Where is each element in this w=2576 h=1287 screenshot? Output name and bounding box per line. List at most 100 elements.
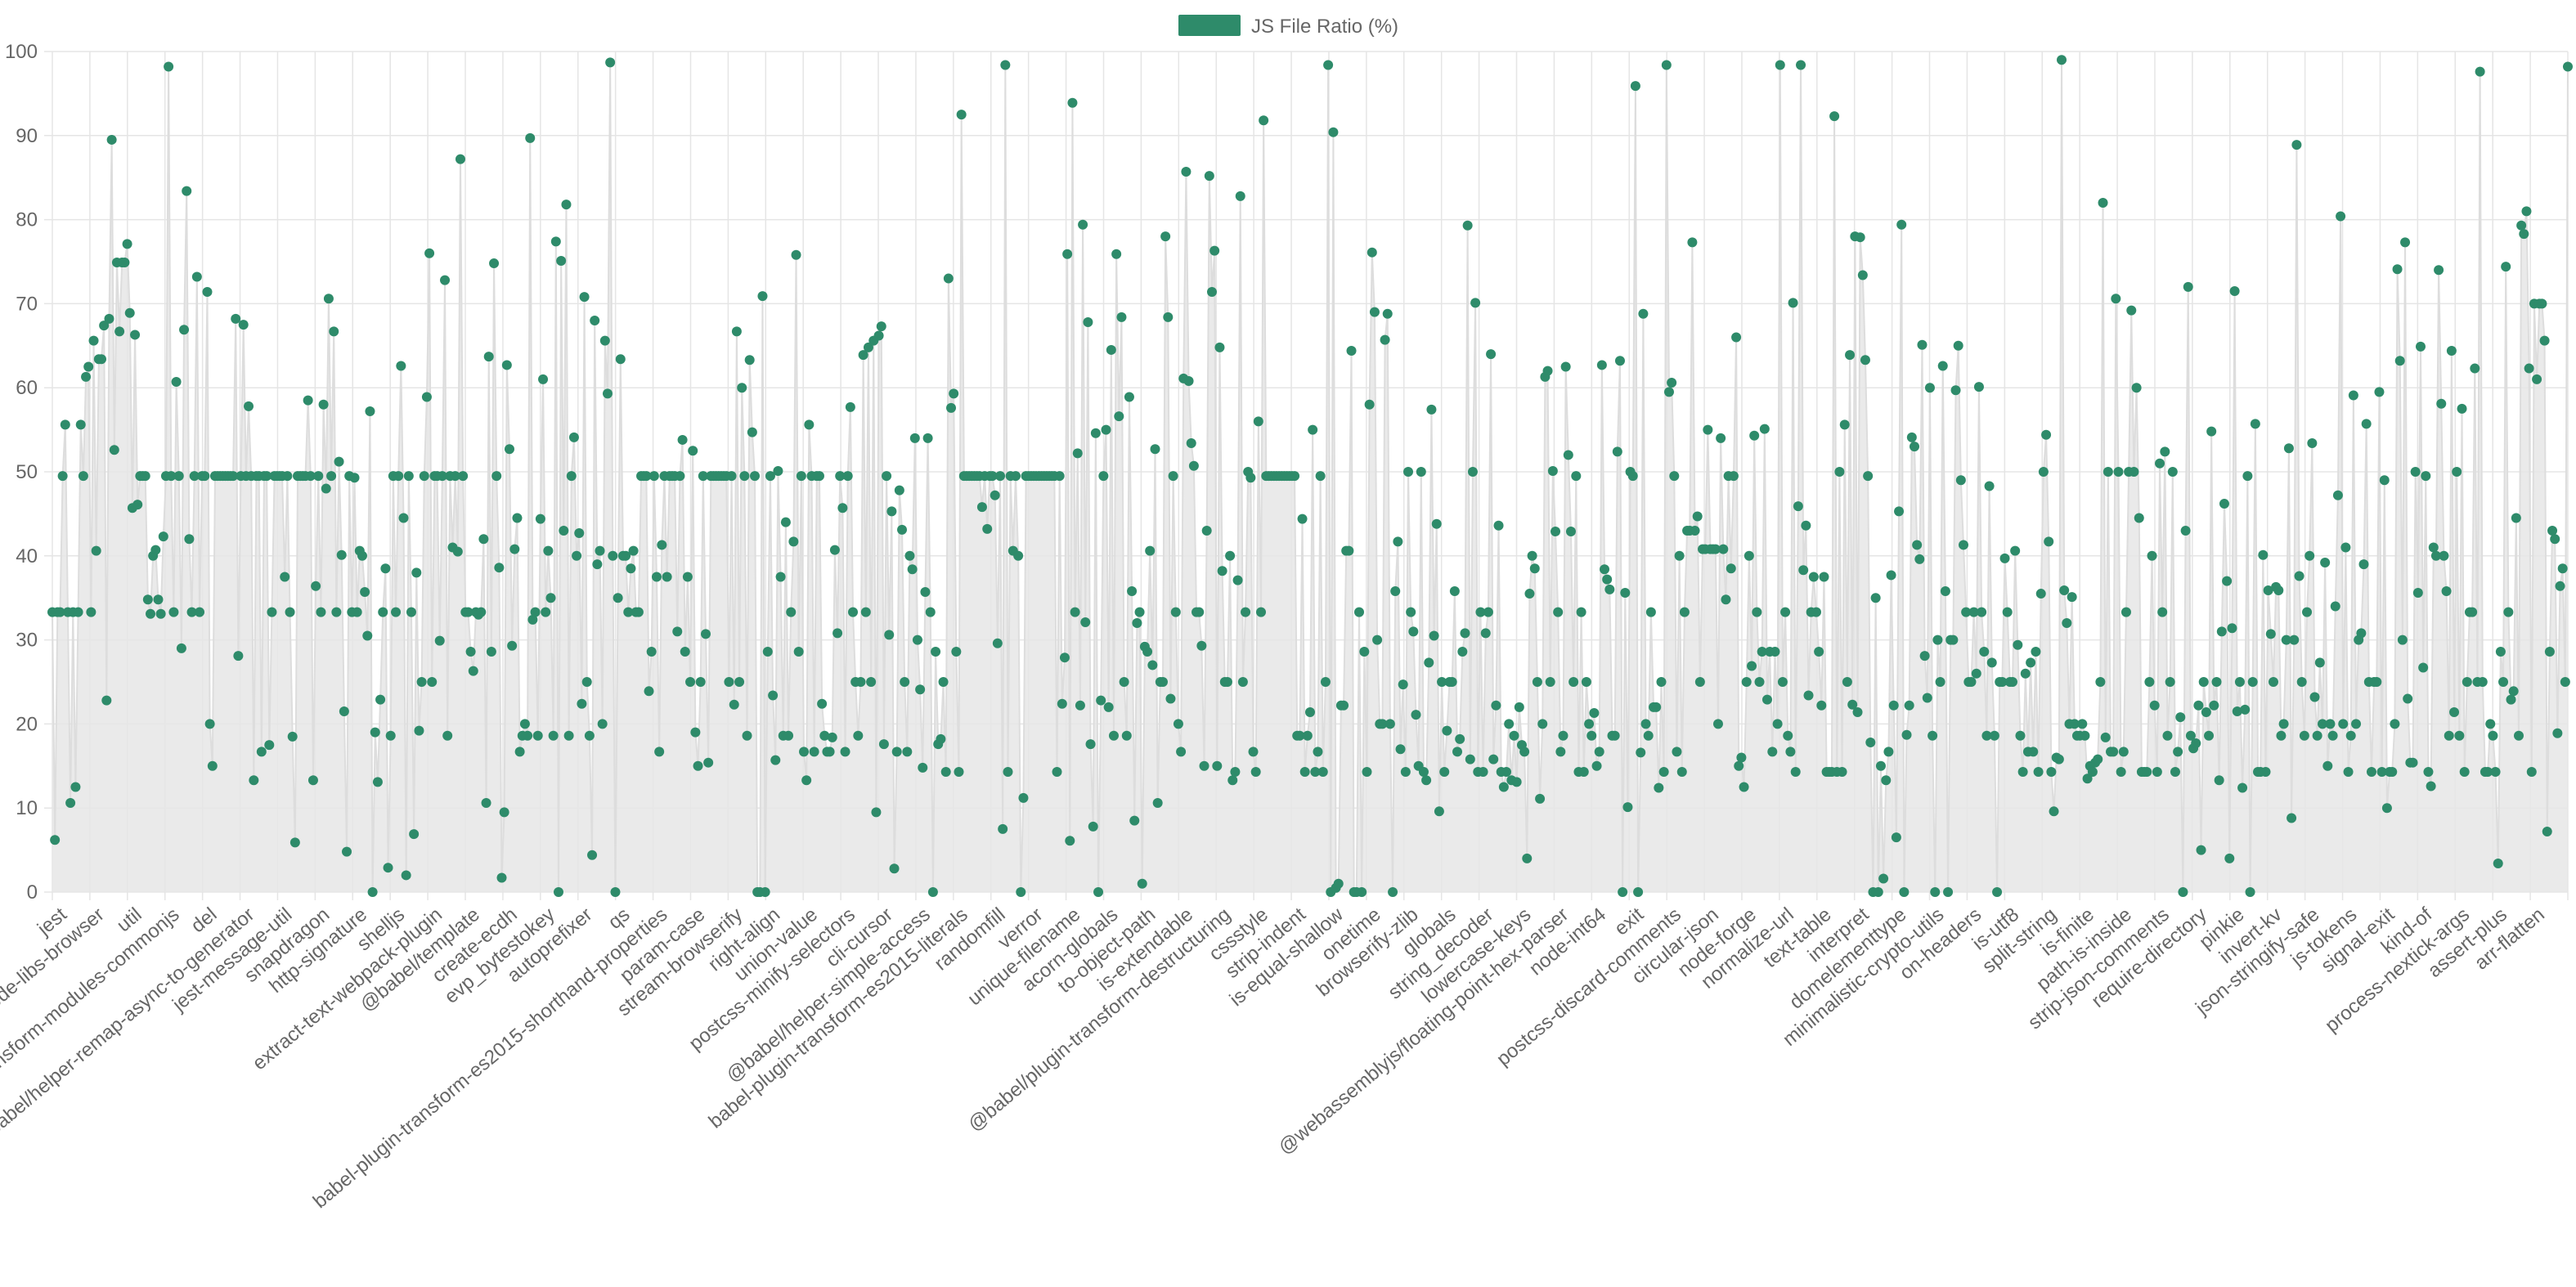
data-point[interactable]	[1633, 887, 1644, 897]
data-point[interactable]	[378, 607, 388, 617]
data-point[interactable]	[1638, 308, 1649, 319]
legend-swatch[interactable]	[1178, 15, 1241, 36]
data-point[interactable]	[873, 330, 884, 341]
data-point[interactable]	[305, 471, 316, 482]
data-point[interactable]	[1206, 287, 1217, 298]
data-point[interactable]	[853, 730, 864, 741]
data-point[interactable]	[372, 777, 383, 787]
data-point[interactable]	[514, 747, 525, 757]
data-point[interactable]	[1654, 783, 1664, 793]
data-point[interactable]	[489, 258, 500, 269]
data-point[interactable]	[579, 292, 590, 303]
data-point[interactable]	[1235, 191, 1245, 201]
data-point[interactable]	[427, 677, 438, 687]
data-point[interactable]	[86, 607, 96, 617]
data-point[interactable]	[455, 154, 465, 164]
data-point[interactable]	[2314, 657, 2325, 668]
data-point[interactable]	[1299, 767, 1310, 777]
data-point[interactable]	[1966, 677, 1977, 687]
data-point[interactable]	[2503, 607, 2514, 617]
data-point[interactable]	[1726, 563, 1736, 574]
data-point[interactable]	[835, 471, 846, 482]
data-point[interactable]	[1344, 545, 1354, 556]
data-point[interactable]	[2134, 513, 2144, 523]
data-point[interactable]	[1788, 298, 1798, 308]
data-point[interactable]	[990, 490, 1000, 500]
data-point[interactable]	[615, 354, 626, 365]
data-point[interactable]	[1333, 878, 1344, 889]
data-point[interactable]	[1457, 646, 1468, 657]
data-point[interactable]	[2547, 525, 2558, 536]
data-point[interactable]	[2287, 813, 2297, 823]
data-point[interactable]	[1362, 767, 1372, 777]
data-point[interactable]	[2320, 558, 2331, 568]
data-point[interactable]	[1930, 887, 1941, 897]
data-point[interactable]	[2483, 767, 2493, 777]
data-point[interactable]	[336, 549, 347, 560]
data-point[interactable]	[773, 465, 783, 476]
data-point[interactable]	[1421, 775, 1432, 786]
data-point[interactable]	[2477, 677, 2488, 687]
data-point[interactable]	[1317, 767, 1328, 777]
data-point[interactable]	[1676, 767, 1687, 777]
data-point[interactable]	[1716, 433, 1726, 443]
data-point[interactable]	[995, 471, 1006, 482]
data-point[interactable]	[1527, 550, 1537, 561]
data-point[interactable]	[2426, 781, 2436, 791]
data-point[interactable]	[231, 313, 241, 324]
data-point[interactable]	[842, 471, 853, 482]
data-point[interactable]	[365, 406, 375, 416]
data-point[interactable]	[1973, 382, 1984, 392]
data-point[interactable]	[701, 629, 711, 639]
data-point[interactable]	[2312, 730, 2322, 741]
data-point[interactable]	[1627, 471, 1638, 482]
data-point[interactable]	[1950, 385, 1961, 396]
data-point[interactable]	[357, 550, 367, 561]
data-point[interactable]	[1992, 887, 2003, 897]
data-point[interactable]	[1796, 60, 1806, 70]
data-point[interactable]	[1297, 513, 1308, 524]
data-point[interactable]	[1860, 355, 1870, 365]
data-point[interactable]	[734, 677, 745, 687]
data-point[interactable]	[2265, 629, 2276, 639]
data-point[interactable]	[57, 471, 68, 482]
data-point[interactable]	[1578, 767, 1589, 777]
data-point[interactable]	[2356, 628, 2367, 639]
data-point[interactable]	[2521, 206, 2532, 217]
data-point[interactable]	[827, 732, 837, 742]
data-point[interactable]	[845, 401, 855, 412]
data-point[interactable]	[1667, 378, 1677, 388]
data-point[interactable]	[1431, 518, 1442, 529]
data-point[interactable]	[680, 646, 690, 657]
data-point[interactable]	[1098, 471, 1109, 482]
data-point[interactable]	[2046, 767, 2057, 777]
data-point[interactable]	[1486, 349, 1497, 360]
data-point[interactable]	[2103, 467, 2113, 477]
data-point[interactable]	[1194, 607, 1205, 617]
data-point[interactable]	[119, 258, 130, 268]
data-point[interactable]	[1212, 760, 1223, 771]
data-point[interactable]	[2361, 419, 2372, 429]
data-point[interactable]	[2067, 592, 2077, 603]
data-point[interactable]	[1780, 607, 1791, 617]
data-point[interactable]	[1917, 339, 1928, 350]
data-point[interactable]	[1157, 677, 1168, 687]
data-point[interactable]	[1710, 544, 1721, 554]
data-point[interactable]	[1814, 646, 1824, 657]
data-point[interactable]	[677, 434, 688, 445]
data-point[interactable]	[760, 887, 770, 897]
data-point[interactable]	[532, 730, 543, 741]
data-point[interactable]	[1491, 700, 1501, 711]
data-point[interactable]	[2017, 767, 2028, 777]
data-point[interactable]	[421, 392, 432, 402]
data-point[interactable]	[1114, 411, 1124, 422]
data-point[interactable]	[1519, 747, 1530, 757]
data-point[interactable]	[765, 471, 775, 482]
data-point[interactable]	[142, 594, 153, 605]
data-point[interactable]	[590, 315, 600, 325]
data-point[interactable]	[1000, 60, 1011, 70]
data-point[interactable]	[1313, 747, 1323, 757]
data-point[interactable]	[1618, 887, 1628, 897]
data-point[interactable]	[804, 419, 815, 430]
data-point[interactable]	[832, 628, 843, 639]
